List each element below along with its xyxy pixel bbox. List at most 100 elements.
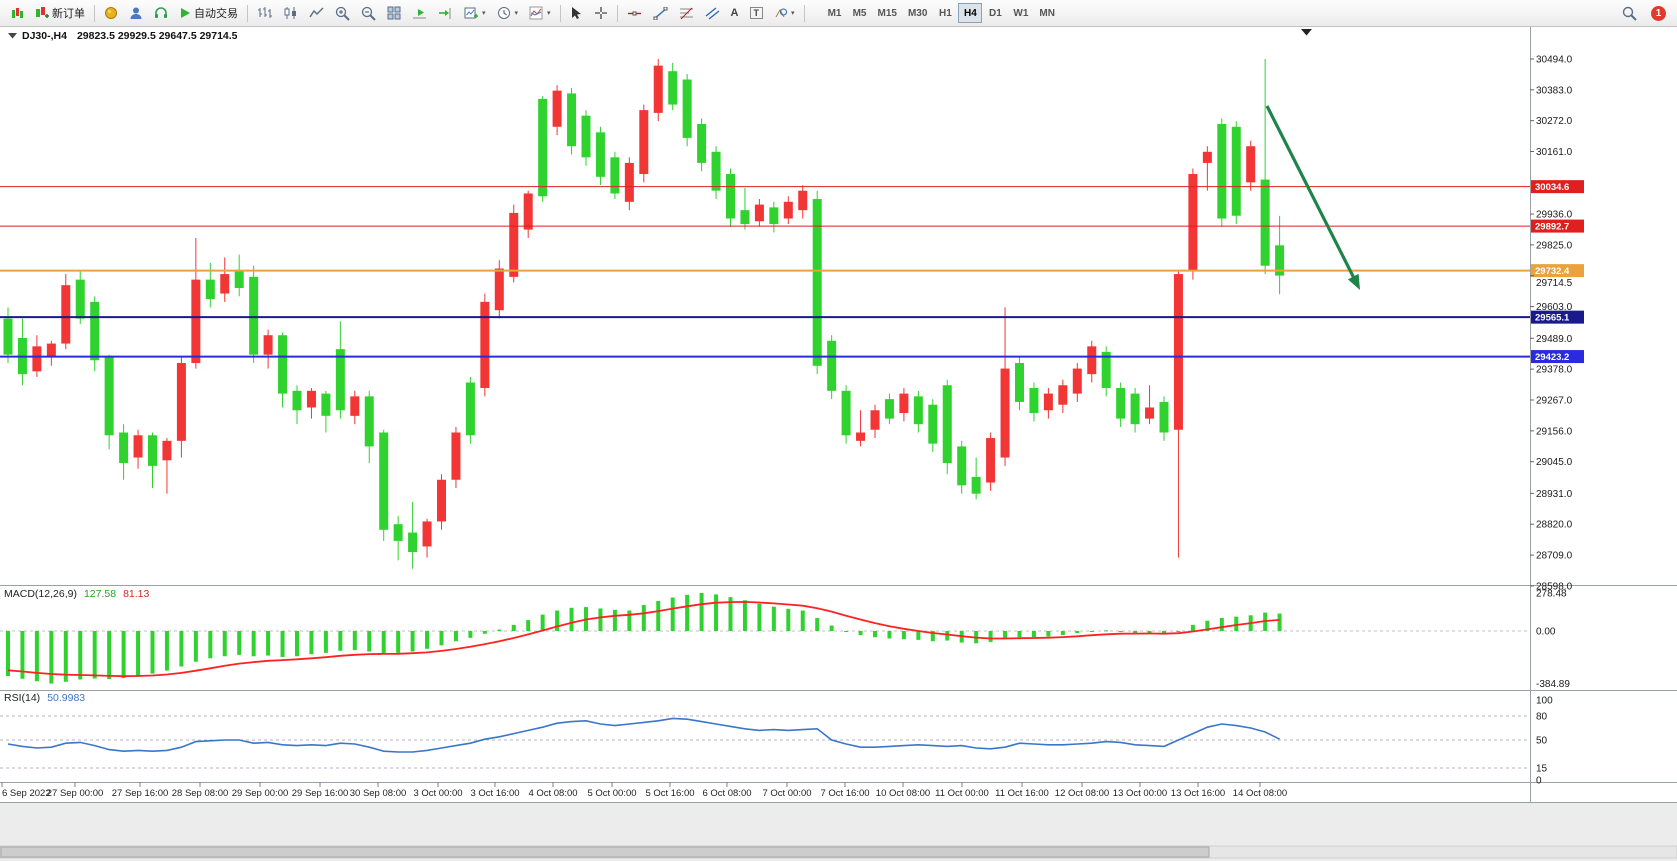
rsi-line bbox=[7, 717, 1280, 753]
candle bbox=[1043, 393, 1053, 411]
macd-bar bbox=[1060, 631, 1065, 636]
auto-scroll-button[interactable] bbox=[407, 2, 432, 24]
macd-bar bbox=[526, 620, 531, 631]
candle bbox=[957, 446, 967, 486]
shapes-dropdown-button[interactable]: ▾ bbox=[769, 2, 800, 24]
line-chart-button[interactable] bbox=[304, 2, 329, 24]
label-tool-button[interactable]: T bbox=[745, 2, 769, 24]
tile-windows-button[interactable] bbox=[382, 2, 406, 24]
candle bbox=[928, 404, 938, 444]
time-tick-label: 10 Oct 08:00 bbox=[876, 788, 930, 799]
timeframe-m15[interactable]: M15 bbox=[873, 3, 902, 23]
timeframe-d1[interactable]: D1 bbox=[983, 3, 1007, 23]
candle bbox=[1275, 245, 1285, 276]
candle bbox=[913, 396, 923, 425]
timeframe-m30[interactable]: M30 bbox=[903, 3, 932, 23]
trend-arrow-head[interactable] bbox=[1347, 273, 1360, 290]
zoom-out-button[interactable] bbox=[356, 2, 381, 24]
new-chart-icon bbox=[464, 7, 478, 19]
support-button[interactable] bbox=[149, 2, 173, 24]
candle bbox=[1202, 151, 1212, 163]
macd-bar bbox=[78, 631, 83, 680]
zoom-in-button[interactable] bbox=[330, 2, 355, 24]
price-level-badge bbox=[1531, 310, 1584, 324]
price-tick-label: 29267.0 bbox=[1536, 395, 1573, 406]
candle bbox=[104, 357, 114, 436]
timeframe-h1[interactable]: H1 bbox=[933, 3, 957, 23]
notification-badge[interactable]: 1 bbox=[1651, 5, 1666, 21]
scrollbar-thumb[interactable] bbox=[0, 846, 1210, 858]
macd-bar bbox=[569, 607, 574, 631]
candle bbox=[75, 279, 85, 319]
channel-button[interactable] bbox=[700, 2, 725, 24]
timeframe-m1[interactable]: M1 bbox=[823, 3, 847, 23]
profile-button[interactable] bbox=[124, 2, 148, 24]
jump-to-end-icon[interactable] bbox=[1301, 29, 1312, 36]
macd-bar bbox=[352, 631, 357, 651]
indicators-button[interactable]: ▾ bbox=[524, 2, 556, 24]
candle bbox=[1260, 179, 1270, 266]
candle bbox=[1188, 174, 1198, 272]
candle bbox=[220, 274, 230, 294]
rsi-name: RSI(14) bbox=[4, 692, 40, 704]
macd-bar bbox=[367, 631, 372, 652]
macd-bar bbox=[92, 631, 97, 679]
candle bbox=[119, 432, 129, 464]
chevron-down-icon: ▾ bbox=[791, 10, 795, 17]
macd-bar bbox=[6, 631, 10, 677]
macd-bar bbox=[1133, 631, 1138, 634]
time-tick-label: 11 Oct 16:00 bbox=[995, 788, 1049, 799]
candlestick-chart-button[interactable] bbox=[278, 2, 303, 24]
chart-shift-button[interactable] bbox=[433, 2, 458, 24]
search-button[interactable] bbox=[1617, 2, 1642, 24]
price-tick-label: 28709.0 bbox=[1536, 551, 1573, 562]
candle bbox=[364, 396, 374, 447]
candle bbox=[769, 207, 779, 225]
new-order-button[interactable]: 新订单 bbox=[30, 2, 90, 24]
macd-bar bbox=[1190, 624, 1195, 631]
period-button[interactable]: ▾ bbox=[492, 2, 524, 24]
time-tick-label: 3 Oct 16:00 bbox=[470, 788, 519, 799]
macd-bar bbox=[1075, 631, 1080, 634]
macd-bar bbox=[338, 631, 343, 651]
symbol-dropdown-icon[interactable] bbox=[8, 33, 17, 39]
new-chart-button[interactable]: ▾ bbox=[459, 2, 491, 24]
macd-bar bbox=[1219, 618, 1224, 631]
profile-icon bbox=[130, 7, 142, 19]
macd-bar bbox=[728, 597, 733, 631]
candle bbox=[408, 532, 418, 553]
indicators-icon bbox=[529, 6, 543, 20]
candle bbox=[1231, 126, 1241, 216]
macd-bar bbox=[439, 631, 444, 646]
play-icon bbox=[181, 8, 190, 18]
coin-button[interactable] bbox=[99, 2, 123, 24]
cursor-button[interactable] bbox=[565, 2, 588, 24]
timeframe-w1[interactable]: W1 bbox=[1008, 3, 1033, 23]
candle bbox=[1130, 393, 1140, 425]
horizontal-line-button[interactable] bbox=[622, 2, 647, 24]
search-icon bbox=[1622, 6, 1637, 21]
fibonacci-button[interactable] bbox=[674, 2, 699, 24]
auto-trading-button[interactable]: 自动交易 bbox=[174, 2, 243, 24]
rsi-axis-label: 15 bbox=[1536, 764, 1548, 775]
text-tool-button[interactable]: A bbox=[726, 2, 744, 24]
macd-bar bbox=[49, 631, 54, 684]
timeframe-h4[interactable]: H4 bbox=[958, 3, 983, 23]
macd-bar bbox=[887, 631, 892, 639]
macd-bar bbox=[800, 610, 805, 631]
price-tick-label: 29045.0 bbox=[1536, 457, 1573, 468]
trend-arrow-line[interactable] bbox=[1265, 105, 1358, 283]
rsi-label: RSI(14) 50.9983 bbox=[4, 692, 85, 704]
crosshair-button[interactable] bbox=[589, 2, 613, 24]
timeframe-mn[interactable]: MN bbox=[1034, 3, 1060, 23]
macd-bar bbox=[555, 610, 560, 631]
candle bbox=[1072, 368, 1082, 394]
candle bbox=[321, 393, 331, 416]
trendline-button[interactable] bbox=[648, 2, 673, 24]
bar-chart-button[interactable] bbox=[252, 2, 277, 24]
shapes-icon bbox=[775, 8, 787, 17]
timeframe-m5[interactable]: M5 bbox=[848, 3, 872, 23]
candle bbox=[61, 285, 71, 344]
macd-bar bbox=[468, 631, 473, 638]
time-tick-label: 6 Oct 08:00 bbox=[702, 788, 751, 799]
